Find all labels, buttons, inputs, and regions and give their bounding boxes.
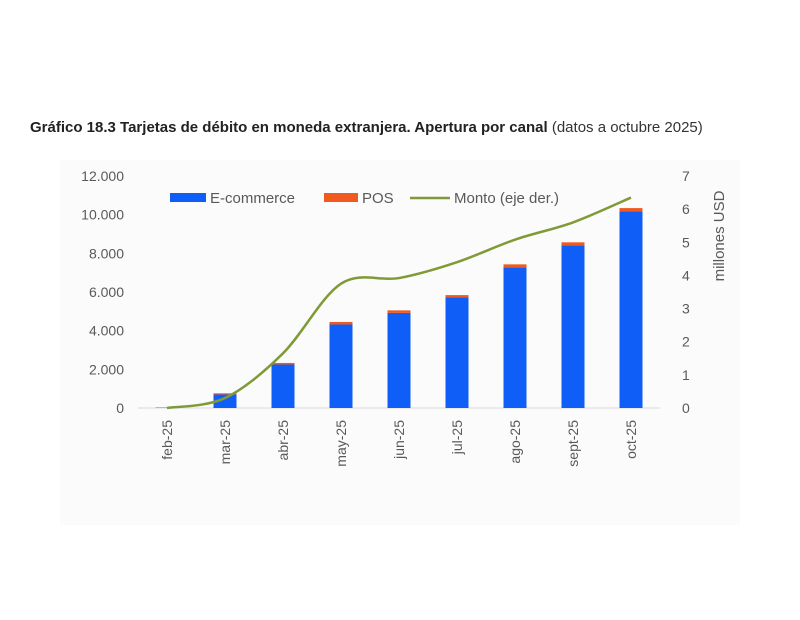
bar-pos (213, 393, 237, 395)
x-tick-label: oct-25 (623, 420, 639, 459)
bar-pos (445, 295, 469, 298)
bar-pos (561, 242, 585, 246)
line-monto (166, 196, 632, 410)
y-right-tick-label: 3 (682, 301, 690, 317)
x-tick-label: jul-25 (449, 420, 465, 455)
x-tick-label: jun-25 (391, 420, 407, 460)
bars (155, 208, 643, 408)
line-series (166, 196, 632, 410)
x-tick-label: ago-25 (507, 420, 523, 464)
legend: E-commerce POS Monto (eje der.) (170, 190, 559, 207)
bar-e-commerce (271, 364, 295, 408)
x-tick-label: abr-25 (275, 420, 291, 461)
chart-title-suffix: (datos a octubre 2025) (551, 119, 703, 136)
bar-e-commerce (213, 394, 237, 408)
x-tick-label: mar-25 (217, 420, 233, 465)
bar-e-commerce (619, 211, 643, 408)
y-right-tick-label: 2 (682, 334, 690, 350)
bar-e-commerce (445, 297, 469, 408)
y-left-tick-label: 0 (116, 400, 124, 416)
y-left-tick-label: 12.000 (81, 168, 124, 184)
bar-e-commerce (503, 267, 527, 408)
bar-pos (619, 208, 643, 212)
y-left-tick-label: 8.000 (89, 245, 124, 261)
legend-label-monto: Monto (eje der.) (454, 190, 559, 207)
bar-pos (387, 310, 411, 313)
bar-pos (503, 264, 527, 268)
chart-title: Gráfico 18.3 Tarjetas de débito en moned… (30, 119, 703, 136)
legend-swatch-pos (324, 193, 358, 202)
y-right-tick-label: 1 (682, 367, 690, 383)
y-left-tick-label: 6.000 (89, 284, 124, 300)
y-right-tick-label: 7 (682, 168, 690, 184)
bar-pos (271, 362, 295, 365)
bar-pos (329, 321, 353, 325)
legend-label-pos: POS (362, 190, 394, 207)
legend-label-e-commerce: E-commerce (210, 190, 295, 207)
legend-swatch-e-commerce (170, 193, 206, 202)
bar-e-commerce (561, 245, 585, 408)
y-right-tick-label: 0 (682, 400, 690, 416)
y-right-tick-label: 4 (682, 267, 690, 283)
axes: 0 2.000 4.000 6.000 8.000 10.000 12.000 0 1 2 3 4 5 6… (81, 168, 728, 467)
y-left-tick-label: 2.000 (89, 361, 124, 377)
bar-e-commerce (387, 312, 411, 408)
y-right-tick-label: 6 (682, 201, 690, 217)
chart-title-bold: Gráfico 18.3 Tarjetas de débito en moned… (30, 119, 548, 136)
bar-e-commerce (329, 324, 353, 408)
x-tick-label: sept-25 (565, 420, 581, 467)
y-left-tick-label: 10.000 (81, 207, 124, 223)
y-left-tick-label: 4.000 (89, 323, 124, 339)
y-right-tick-label: 5 (682, 234, 690, 250)
y-right-axis-label: millones USD (711, 190, 728, 281)
x-tick-label: feb-25 (159, 420, 175, 460)
x-tick-label: may-25 (333, 420, 349, 467)
